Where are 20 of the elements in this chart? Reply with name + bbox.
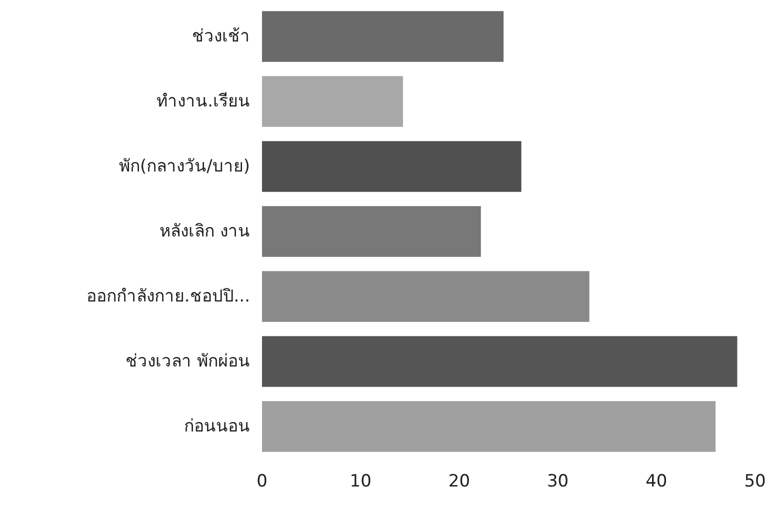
y-tick-label: ช่วงเวลา พักผ่อน xyxy=(126,352,250,372)
bar xyxy=(262,76,403,127)
y-tick-label: ทำงาน.เรียน xyxy=(156,92,250,112)
bar xyxy=(262,141,522,192)
x-tick-label: 0 xyxy=(256,472,268,492)
x-tick-label: 10 xyxy=(350,472,372,492)
bar xyxy=(262,401,716,452)
bar xyxy=(262,11,504,62)
x-tick-label: 30 xyxy=(546,472,569,492)
bar xyxy=(262,336,738,387)
y-tick-label: ช่วงเช้า xyxy=(192,26,250,46)
x-tick-label: 40 xyxy=(646,472,668,492)
y-tick-label: หลังเลิก งาน xyxy=(160,222,250,242)
y-tick-label: ก่อนนอน xyxy=(184,416,250,436)
x-tick-label: 50 xyxy=(744,472,766,492)
y-tick-label: พัก(กลางวัน/บาย) xyxy=(119,156,250,176)
bar xyxy=(262,271,590,322)
y-tick-label: ออกกำลังกาย.ชอปปิ... xyxy=(86,286,250,306)
x-tick-label: 20 xyxy=(448,472,470,492)
bar xyxy=(262,206,481,257)
